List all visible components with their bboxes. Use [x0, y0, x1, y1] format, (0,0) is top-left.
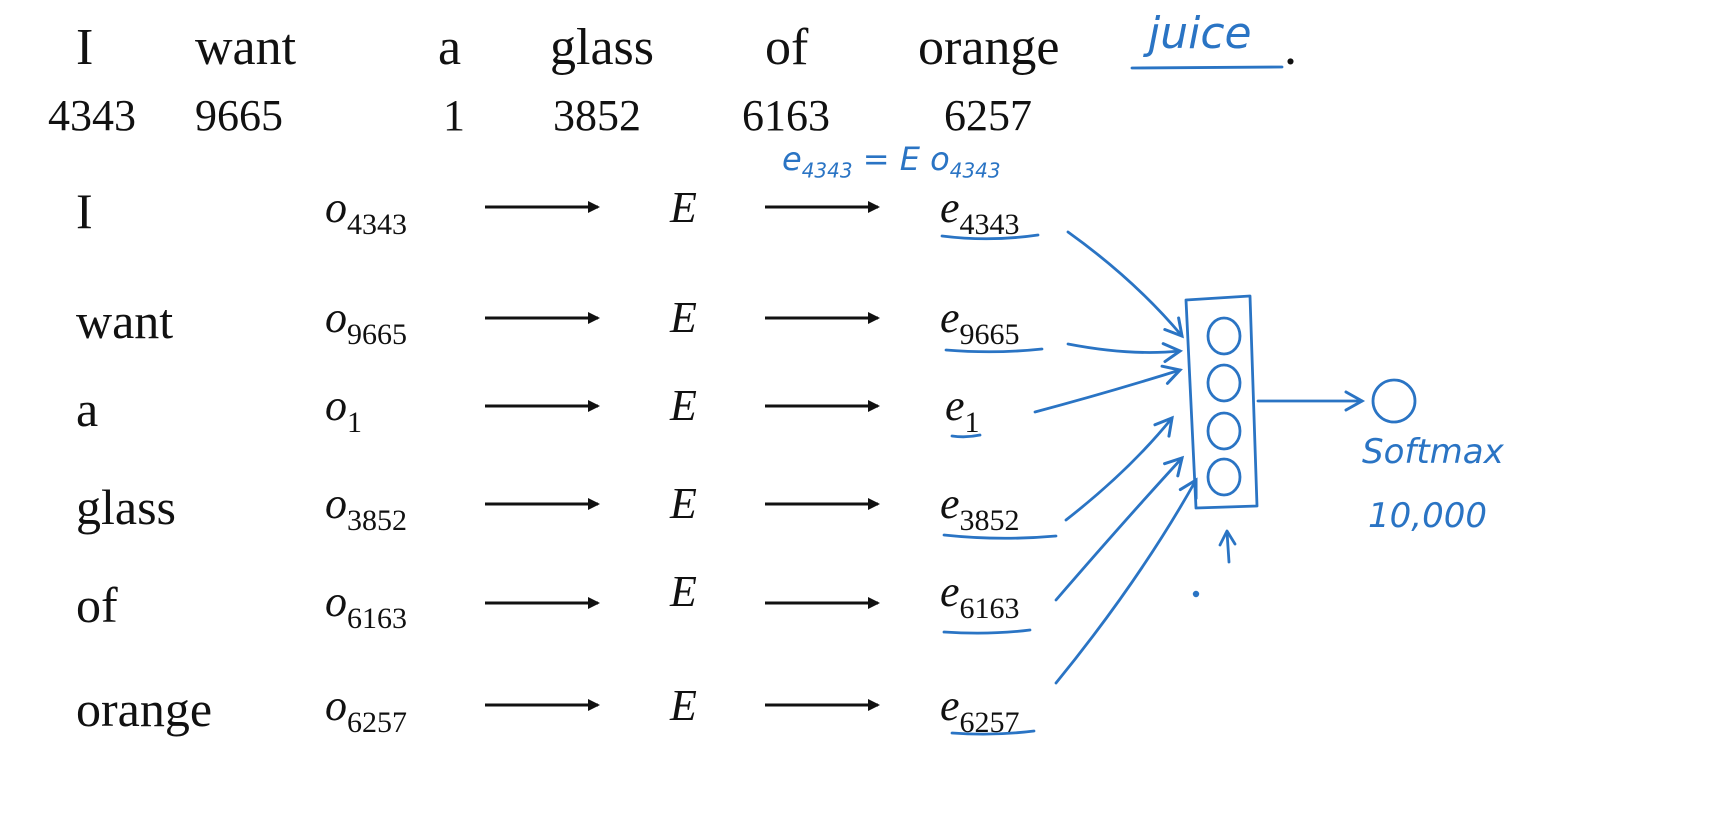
embedding-underline	[950, 729, 1036, 736]
onehot-vector: o9665	[325, 293, 407, 351]
hidden-neuron	[1206, 457, 1242, 497]
embedding-matrix: E	[670, 293, 697, 342]
sentence-period: .	[1284, 19, 1297, 76]
index-a: 1	[443, 91, 465, 140]
embedding-underline	[942, 628, 1032, 635]
embedding-underline	[942, 533, 1058, 540]
embedding-vector: e6163	[940, 567, 1020, 625]
hidden-neuron	[1206, 316, 1242, 356]
row-word: a	[76, 381, 99, 437]
index-orange: 6257	[944, 91, 1032, 140]
onehot-vector: o6257	[325, 681, 407, 739]
sentence-word-want: want	[195, 19, 297, 76]
row-word: I	[76, 183, 93, 239]
target-underline	[1130, 65, 1284, 70]
embedding-matrix: E	[670, 381, 697, 430]
index-of: 6163	[742, 91, 830, 140]
softmax-size-label: 10,000	[1368, 496, 1487, 536]
embedding-underline	[940, 233, 1040, 241]
embedding-to-hidden-arrow	[1066, 230, 1184, 339]
row-word: want	[76, 293, 174, 349]
hidden-layer-box	[1184, 294, 1259, 510]
embedding-matrix: E	[670, 183, 697, 232]
embedding-matrix: E	[670, 681, 697, 730]
embedding-to-hidden-arrow	[1033, 364, 1183, 414]
row-word: glass	[76, 479, 176, 535]
onehot-vector: o1	[325, 381, 362, 439]
target-word-juice: juice	[1148, 8, 1252, 59]
embedding-vector: e1	[945, 381, 980, 439]
row-word: of	[76, 577, 118, 633]
index-glass: 3852	[553, 91, 641, 140]
hidden-neuron	[1206, 411, 1242, 451]
sentence-word-of: of	[765, 19, 809, 76]
sentence-word-glass: glass	[550, 19, 654, 76]
embedding-underline	[944, 347, 1044, 354]
onehot-vector: o4343	[325, 183, 407, 241]
softmax-node	[1371, 378, 1417, 424]
sentence-word-a: a	[438, 19, 462, 76]
onehot-vector: o6163	[325, 577, 407, 635]
index-i: 4343	[48, 91, 136, 140]
index-want: 9665	[195, 91, 283, 140]
embedding-vector: e4343	[940, 183, 1020, 241]
onehot-vector: o3852	[325, 479, 407, 537]
softmax-label: Softmax	[1362, 432, 1504, 472]
sentence-word-i: I	[76, 19, 94, 76]
sentence-word-orange: orange	[918, 19, 1060, 76]
row-word: orange	[76, 681, 213, 737]
embedding-to-hidden-arrow	[1054, 477, 1198, 685]
embedding-to-hidden-arrow	[1064, 415, 1174, 522]
embedding-to-hidden-arrow	[1066, 342, 1184, 364]
embedding-vector: e3852	[940, 479, 1020, 537]
embedding-vector: e9665	[940, 293, 1020, 351]
embedding-equation: e4343 = E o4343	[782, 140, 1001, 183]
embedding-to-hidden-arrow	[1054, 455, 1185, 602]
embedding-matrix: E	[670, 479, 697, 528]
hidden-neuron	[1206, 363, 1242, 403]
embedding-matrix: E	[670, 567, 697, 616]
parameter-up-arrow	[1225, 530, 1231, 564]
embedding-underline	[950, 433, 982, 439]
